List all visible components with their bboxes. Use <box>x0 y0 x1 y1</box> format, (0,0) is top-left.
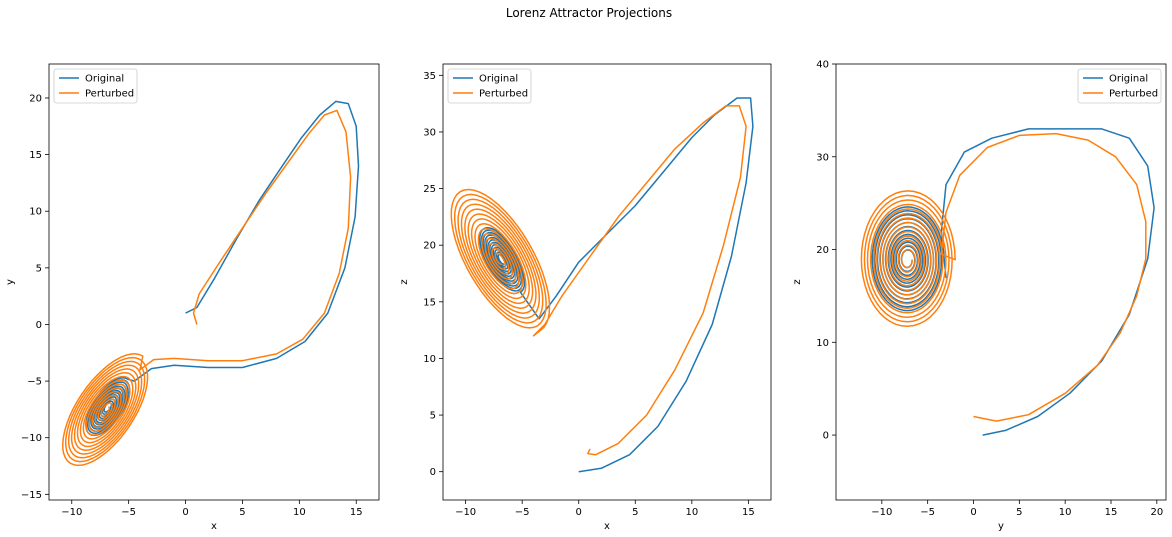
y-axis-label: y <box>5 279 16 285</box>
x-tick-label: 15 <box>742 507 755 518</box>
x-tick-label: 0 <box>576 507 582 518</box>
y-tick-label: 25 <box>423 184 436 195</box>
series-line-original <box>871 128 1155 436</box>
legend-label-original: Original <box>85 74 124 85</box>
plot-area <box>62 100 360 467</box>
x-tick-label: 15 <box>1105 507 1118 518</box>
y-tick-label: −10 <box>21 433 42 444</box>
legend-label-perturbed: Perturbed <box>479 89 528 100</box>
y-tick-label: 35 <box>423 71 436 82</box>
series-line-perturbed <box>450 105 747 456</box>
y-tick-label: 5 <box>430 411 436 422</box>
y-tick-label: 0 <box>430 467 436 478</box>
axes-frame <box>48 63 380 501</box>
subplot-1: −10 −5 0 5 10 15 −15 −10 −5 0 5 10 15 20 x y Original Per… <box>5 63 380 532</box>
y-tick-label: 15 <box>423 297 436 308</box>
y-axis-label: z <box>792 279 803 284</box>
x-axis-label: y <box>998 521 1004 532</box>
subplot-2: −10 −5 0 5 10 15 0 5 10 15 20 25 30 35 x z Original Pertu… <box>399 63 772 532</box>
x-tick-label: 0 <box>182 507 188 518</box>
plot-area <box>450 97 754 473</box>
x-tick-label: 10 <box>685 507 698 518</box>
x-tick-label: 10 <box>293 507 306 518</box>
y-axis-label: z <box>399 279 410 284</box>
x-tick-label: 5 <box>239 507 245 518</box>
x-tick-label: 20 <box>1150 507 1163 518</box>
legend: Original Perturbed <box>1077 68 1162 104</box>
y-tick-label: 20 <box>423 241 436 252</box>
x-tick-label: −10 <box>61 507 82 518</box>
figure-title: Lorenz Attractor Projections <box>506 6 672 20</box>
y-tick-label: 20 <box>29 93 42 104</box>
y-tick-label: 20 <box>816 245 829 256</box>
x-axis-label: x <box>604 521 610 532</box>
y-tick-label: 10 <box>29 207 42 218</box>
legend-label-original: Original <box>479 74 518 85</box>
series-line-perturbed <box>860 132 1147 422</box>
y-tick-label: 0 <box>823 431 829 442</box>
series-line-perturbed <box>62 109 352 467</box>
x-tick-label: 5 <box>1016 507 1022 518</box>
axes-frame <box>442 63 772 501</box>
x-tick-label: 10 <box>1059 507 1072 518</box>
x-tick-label: −10 <box>455 507 476 518</box>
subplot-3: −10 −5 0 5 10 15 20 0 10 20 30 40 y z Original Perturbe… <box>792 60 1167 532</box>
y-tick-label: −15 <box>21 490 42 501</box>
legend-label-perturbed: Perturbed <box>1109 89 1158 100</box>
y-tick-label: 40 <box>816 60 829 71</box>
y-tick-label: 0 <box>36 320 42 331</box>
x-tick-label: −5 <box>121 507 136 518</box>
x-tick-label: 5 <box>632 507 638 518</box>
y-tick-label: 10 <box>423 354 436 365</box>
x-tick-label: −5 <box>515 507 530 518</box>
y-tick-label: 30 <box>423 127 436 138</box>
legend: Original Perturbed <box>447 68 532 104</box>
plot-area <box>860 128 1155 436</box>
legend-label-original: Original <box>1109 74 1148 85</box>
x-axis-label: x <box>211 521 217 532</box>
y-tick-label: 15 <box>29 150 42 161</box>
y-tick-label: 30 <box>816 152 829 163</box>
y-tick-label: 10 <box>816 338 829 349</box>
x-tick-label: −10 <box>871 507 892 518</box>
legend: Original Perturbed <box>53 68 138 104</box>
series-line-original <box>85 100 360 437</box>
axes-frame <box>835 63 1167 501</box>
x-tick-label: −5 <box>920 507 935 518</box>
y-tick-label: 5 <box>36 263 42 274</box>
legend-label-perturbed: Perturbed <box>85 89 134 100</box>
x-tick-label: 15 <box>350 507 363 518</box>
x-tick-label: 0 <box>970 507 976 518</box>
y-tick-label: −5 <box>27 377 42 388</box>
